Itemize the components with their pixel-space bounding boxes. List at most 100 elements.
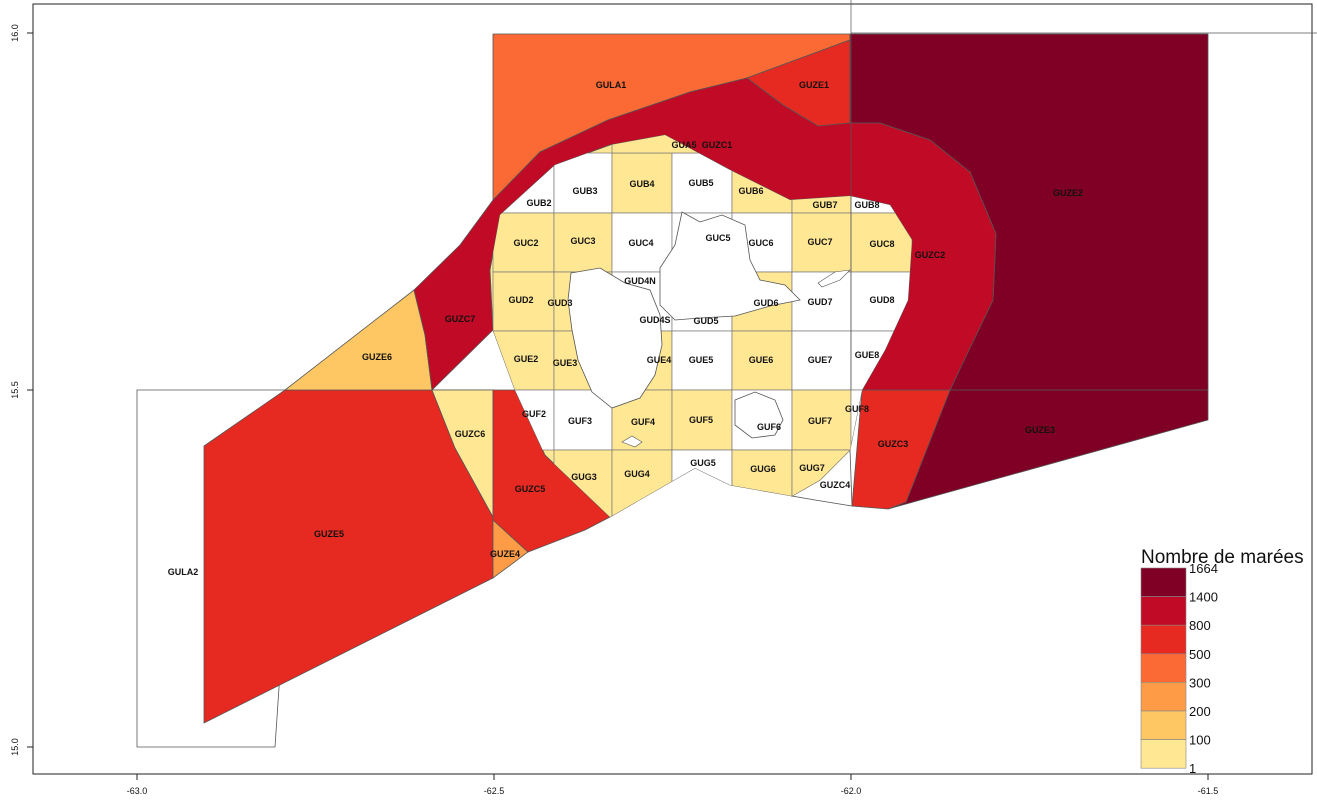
- zone-label-gue5: GUE5: [689, 355, 714, 365]
- zone-guc7-cell: [791, 212, 852, 273]
- zone-label-guze1: GUZE1: [799, 80, 829, 90]
- x-tick-label: -63.0: [127, 786, 148, 796]
- zone-label-guc6: GUC6: [748, 238, 773, 248]
- zone-label-guzc6: GUZC6: [455, 429, 486, 439]
- zone-label-guzc2: GUZC2: [915, 250, 946, 260]
- zone-label-gula2: GULA2: [168, 567, 199, 577]
- legend-break-label: 300: [1189, 675, 1211, 690]
- zone-label-gug4: GUG4: [624, 469, 650, 479]
- zone-label-gud8: GUD8: [869, 295, 894, 305]
- zone-label-gula1: GULA1: [596, 80, 627, 90]
- zone-gue6-cell: [731, 330, 793, 391]
- zone-label-guzc7: GUZC7: [445, 314, 476, 324]
- y-axis: 15.015.516.016.517.0: [10, 24, 33, 756]
- zone-label-gue3: GUE3: [553, 358, 578, 368]
- zone-label-gud6: GUD6: [753, 298, 778, 308]
- y-tick-label: 15.0: [10, 738, 20, 756]
- zone-gub4-cell: [611, 152, 673, 214]
- legend-breaks: 1664 1400 800 500 300 200 100 1: [1189, 561, 1218, 776]
- zone-labels-layer: GULA1 GULA2 GUZE1 GUZE2 GUZE3 GUZE4 GUZE5 GUZE6…: [168, 80, 1083, 577]
- zone-label-gug3: GUG3: [571, 472, 597, 482]
- legend-swatch: [1140, 710, 1187, 740]
- zone-label-gug7: GUG7: [799, 463, 825, 473]
- zone-label-gub5: GUB5: [688, 178, 713, 188]
- degree-lines-layer: [850, 0, 1317, 390]
- islands-layer: [567, 211, 851, 448]
- zone-label-gua5: GUA5: [671, 140, 696, 150]
- zone-label-guzc1: GUZC1: [702, 140, 733, 150]
- zone-guf5-cell: [671, 389, 733, 451]
- axes-layer: -63.0-62.5-62.0-61.5-61.0-60.5-60.0 15.0…: [10, 24, 1219, 796]
- zone-label-guze4: GUZE4: [490, 549, 520, 559]
- legend-break-label: 1664: [1189, 561, 1218, 576]
- legend-swatches: [1140, 567, 1187, 769]
- x-tick-label: -61.5: [1198, 786, 1219, 796]
- zone-label-guf6: GUF6: [757, 422, 781, 432]
- zone-label-gub8: GUB8: [854, 200, 879, 210]
- zone-label-gue7: GUE7: [808, 355, 833, 365]
- zone-label-guc7: GUC7: [807, 237, 832, 247]
- zone-label-guze3: GUZE3: [1025, 425, 1055, 435]
- la-desirade-island: [817, 269, 851, 288]
- zone-label-gug6: GUG6: [750, 464, 776, 474]
- outer-zones-layer: [136, 33, 1209, 748]
- basse-terre-island: [567, 267, 663, 409]
- zone-label-guf7: GUF7: [808, 416, 832, 426]
- y-tick-label: 15.5: [10, 381, 20, 399]
- zone-guc3-cell: [553, 212, 613, 273]
- legend-break-label: 1400: [1189, 590, 1218, 605]
- zone-label-gub4: GUB4: [629, 179, 654, 189]
- grande-terre-island: [659, 211, 801, 321]
- zone-label-guc5: GUC5: [705, 233, 730, 243]
- legend-break-label: 1: [1189, 761, 1196, 776]
- zone-label-guzc4: GUZC4: [820, 480, 851, 490]
- legend-title: Nombre de marées: [1141, 547, 1304, 568]
- zone-label-gub6: GUB6: [738, 186, 763, 196]
- zone-label-gud4n: GUD4N: [624, 276, 656, 286]
- zone-label-guf3: GUF3: [568, 416, 592, 426]
- x-tick-label: -62.5: [484, 786, 505, 796]
- zone-label-gue4: GUE4: [647, 355, 672, 365]
- legend: Nombre de marées 1664 1400 800 500 300 200 100…: [1140, 547, 1304, 776]
- zone-gud2-cell: [492, 271, 555, 332]
- zone-label-gub3: GUB3: [572, 186, 597, 196]
- legend-break-label: 200: [1189, 704, 1211, 719]
- zone-label-guc8: GUC8: [869, 239, 894, 249]
- zone-label-gud2: GUD2: [508, 295, 533, 305]
- zone-label-gub2: GUB2: [526, 198, 551, 208]
- y-tick-label: 16.0: [10, 24, 20, 42]
- zone-label-guzc5: GUZC5: [515, 484, 546, 494]
- zone-label-gud7: GUD7: [807, 297, 832, 307]
- zone-label-guze2: GUZE2: [1053, 188, 1083, 198]
- marie-galante-island: [734, 391, 784, 439]
- legend-swatch: [1140, 567, 1187, 597]
- legend-swatch: [1140, 624, 1187, 655]
- legend-swatch: [1140, 739, 1187, 769]
- zone-label-gub7: GUB7: [812, 200, 837, 210]
- zone-label-guf2: GUF2: [522, 409, 546, 419]
- zone-label-gud3: GUD3: [547, 298, 572, 308]
- zone-label-guze6: GUZE6: [362, 352, 392, 362]
- zone-label-gue2: GUE2: [514, 354, 539, 364]
- zone-label-guc4: GUC4: [628, 238, 653, 248]
- zone-gub3-cell: [553, 152, 613, 214]
- legend-break-label: 100: [1189, 733, 1211, 748]
- zone-label-gud5: GUD5: [693, 316, 718, 326]
- zone-label-gud4s: GUD4S: [639, 315, 670, 325]
- zone-label-gue6: GUE6: [749, 355, 774, 365]
- zone-label-guc3: GUC3: [570, 236, 595, 246]
- legend-break-label: 500: [1189, 647, 1211, 662]
- legend-swatch: [1140, 682, 1187, 712]
- zone-gue7-cell: [791, 330, 852, 391]
- x-axis: -63.0-62.5-62.0-61.5-61.0-60.5-60.0: [127, 774, 1219, 796]
- zone-label-gue8: GUE8: [855, 350, 880, 360]
- zone-label-gug5: GUG5: [690, 458, 716, 468]
- zone-label-guf5: GUF5: [689, 415, 713, 425]
- zone-guc4-cell: [611, 212, 673, 273]
- x-tick-label: -62.0: [841, 786, 862, 796]
- zone-label-guze5: GUZE5: [314, 529, 344, 539]
- legend-swatch: [1140, 653, 1187, 683]
- zone-label-guc2: GUC2: [513, 238, 538, 248]
- zone-label-guf4: GUF4: [631, 417, 655, 427]
